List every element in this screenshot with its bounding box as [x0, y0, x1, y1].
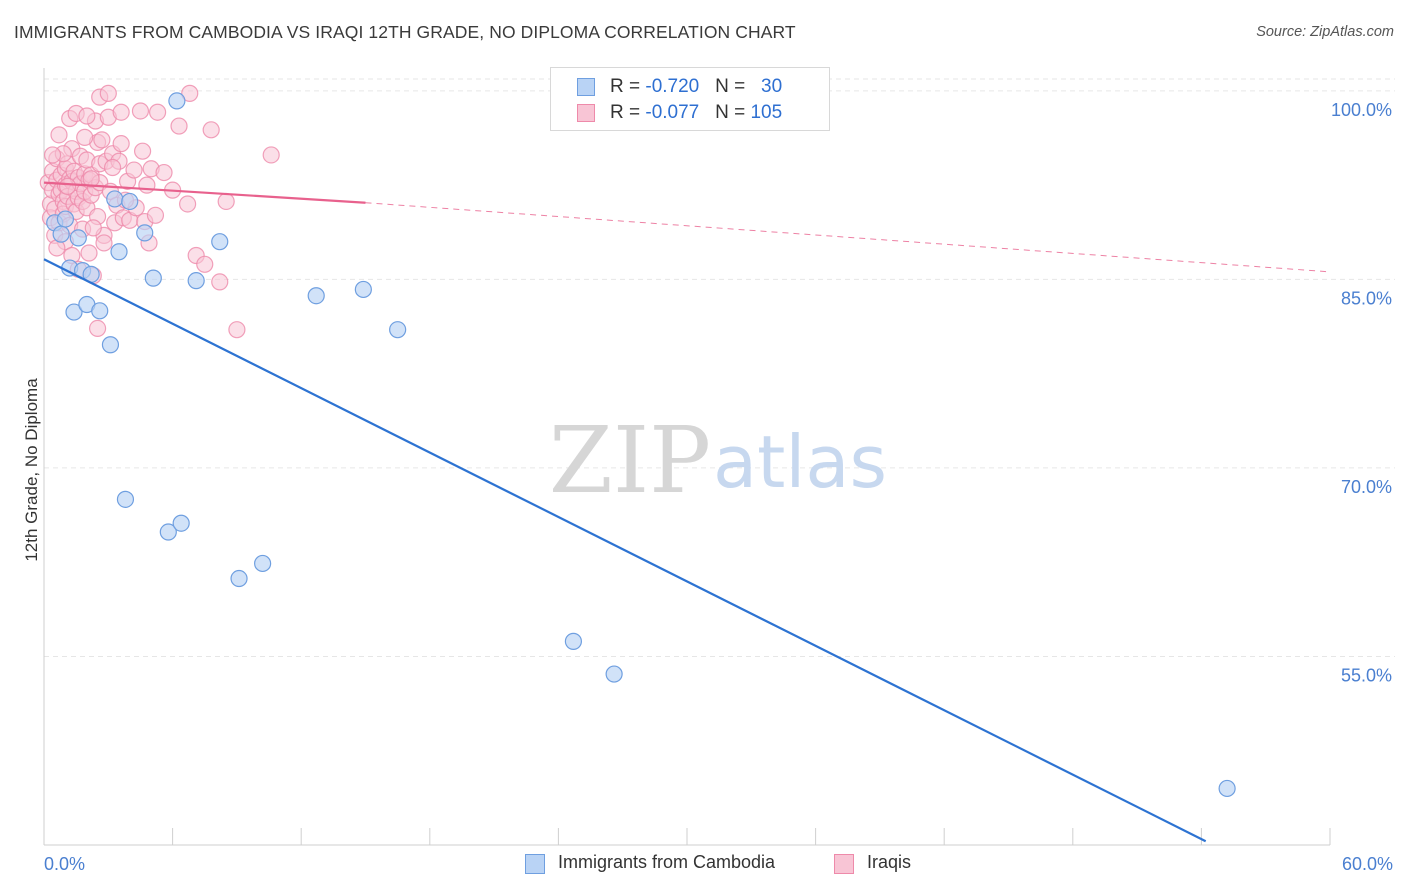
- y-tick-label: 85.0%: [1341, 288, 1392, 308]
- iraqi-point: [58, 177, 77, 195]
- cambodia-legend-swatch: [525, 854, 545, 874]
- r-label: R =: [610, 76, 646, 97]
- trend-layer: [43, 181, 1331, 843]
- cambodia-point: [159, 523, 177, 541]
- iraqi-stats: R = -0.077 N = 105: [610, 102, 782, 124]
- iraqi-point: [50, 126, 68, 144]
- iraqi-point: [133, 142, 152, 160]
- iraqi-point: [84, 219, 102, 237]
- iraqi-point: [211, 273, 229, 291]
- iraqi-point: [262, 146, 280, 164]
- chart-title: IMMIGRANTS FROM CAMBODIA VS IRAQI 12TH G…: [14, 22, 796, 42]
- cambodia-point: [69, 229, 87, 247]
- cambodia-point: [187, 272, 205, 290]
- iraqi-legend-label: Iraqis: [867, 852, 912, 872]
- y-tick-label: 55.0%: [1341, 665, 1392, 685]
- cambodia-point: [564, 632, 583, 650]
- iraqi-point: [217, 192, 235, 211]
- iraqi-point: [103, 158, 122, 177]
- r-value: -0.077: [645, 102, 700, 123]
- cambodia-stats: R = -0.720 N = 30: [610, 76, 782, 98]
- cambodia-point: [168, 92, 186, 110]
- iraqi-points: [39, 84, 280, 339]
- cambodia-point: [116, 490, 135, 508]
- x-tick-label: 0.0%: [44, 854, 85, 874]
- grid-layer: [44, 78, 1395, 657]
- iraqi-point: [78, 107, 96, 125]
- cambodia-point: [56, 210, 75, 228]
- watermark-zip: ZIP: [549, 407, 711, 514]
- n-value: 105: [750, 102, 783, 123]
- source-credit: Source: ZipAtlas.com: [1256, 24, 1394, 40]
- iraqi-point: [202, 121, 220, 139]
- n-value: 30: [761, 76, 783, 97]
- r-value: -0.720: [645, 76, 700, 97]
- iraqi-point: [43, 146, 62, 164]
- iraqi-trend-line: [43, 181, 366, 204]
- iraqi-trend-extension: [365, 202, 1331, 273]
- cambodia-point: [121, 192, 139, 211]
- n-label: N =: [715, 76, 751, 97]
- iraqi-point: [181, 84, 199, 102]
- cambodia-point: [172, 514, 190, 532]
- cambodia-point: [136, 224, 154, 242]
- cambodia-point: [110, 243, 128, 261]
- iraqi-point: [155, 163, 173, 182]
- cambodia-point: [307, 287, 325, 305]
- iraqi-point: [99, 84, 117, 102]
- cambodia-point: [52, 225, 70, 243]
- cambodia-point: [91, 302, 109, 320]
- iraqi-point: [138, 176, 156, 194]
- cambodia-point: [144, 269, 162, 287]
- iraqi-point: [88, 319, 107, 338]
- cambodia-point: [605, 665, 623, 683]
- iraqi-point: [146, 206, 165, 224]
- iraqi-point: [131, 102, 150, 120]
- iraqi-point: [196, 255, 214, 273]
- iraqi-point: [125, 161, 143, 179]
- iraqi-point: [228, 321, 246, 339]
- iraqi-point: [170, 117, 188, 135]
- x-tick-label: 60.0%: [1342, 854, 1393, 874]
- cambodia-point: [101, 336, 120, 354]
- y-tick-label: 70.0%: [1341, 477, 1392, 497]
- watermark-atlas: atlas: [713, 420, 887, 504]
- n-label: N =: [715, 102, 751, 123]
- cambodia-trend-line: [43, 258, 1207, 843]
- iraqi-point: [76, 128, 94, 146]
- axis-layer: [43, 68, 1331, 846]
- watermark: ZIP atlas: [549, 407, 887, 514]
- tick-label-layer: 55.0% 70.0% 85.0% 100.0% 0.0% 60.0%: [44, 100, 1393, 874]
- iraqi-point: [112, 135, 130, 153]
- cambodia-point: [389, 321, 407, 339]
- cambodia-points: [46, 92, 1236, 798]
- iraqi-point: [93, 131, 111, 149]
- iraqi-point: [112, 103, 130, 121]
- cambodia-point: [230, 569, 248, 588]
- y-tick-label: 100.0%: [1331, 100, 1392, 120]
- iraqi-point: [80, 244, 98, 262]
- iraqi-swatch: [577, 104, 595, 122]
- cambodia-point: [354, 280, 372, 299]
- iraqi-point: [179, 195, 197, 213]
- cambodia-point: [106, 190, 124, 208]
- iraqi-point: [148, 103, 167, 121]
- iraqi-point: [82, 170, 100, 188]
- cambodia-swatch: [577, 78, 595, 96]
- iraqi-point: [95, 234, 113, 252]
- iraqi-legend-swatch: [834, 854, 854, 874]
- cambodia-legend-label: Immigrants from Cambodia: [558, 852, 776, 872]
- cambodia-point: [65, 303, 83, 321]
- cambodia-point: [1218, 779, 1236, 798]
- stats-legend: R = -0.720 N = 30 R = -0.077 N = 105: [550, 67, 830, 131]
- cambodia-point: [254, 554, 272, 573]
- r-label: R =: [610, 102, 646, 123]
- cambodia-point: [211, 233, 229, 251]
